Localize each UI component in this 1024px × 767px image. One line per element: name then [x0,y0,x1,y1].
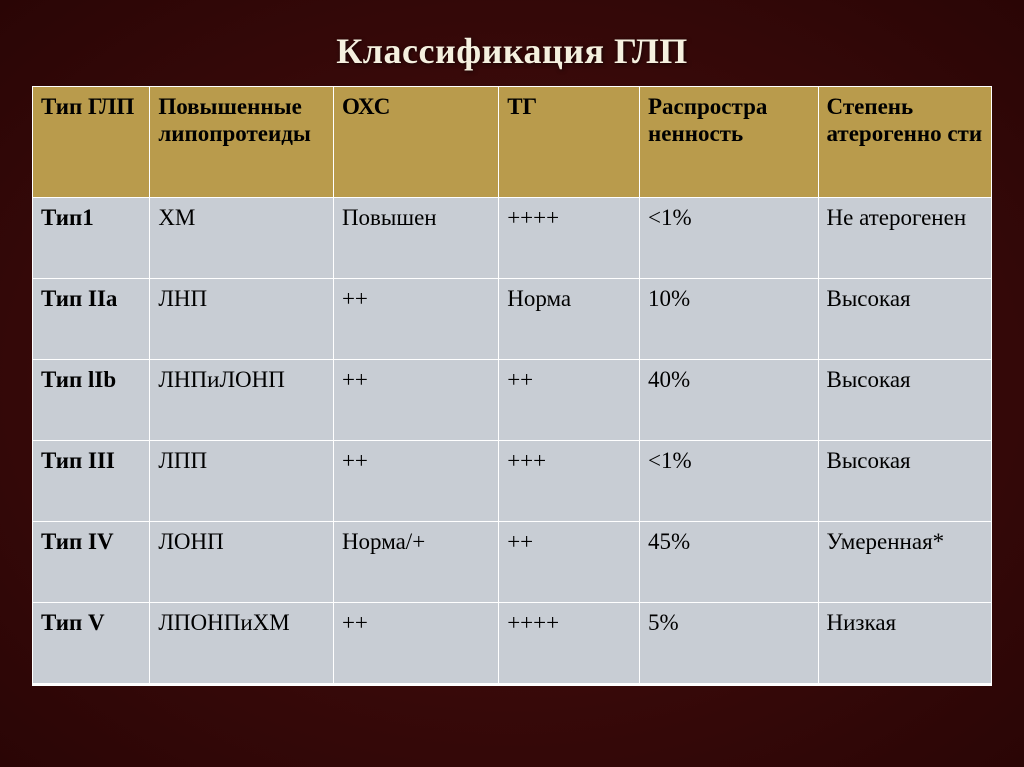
table-header-row: Тип ГЛП Повышенные липопротеиды ОХС ТГ Р… [33,87,992,198]
slide: Классификация ГЛП Тип ГЛП Повышенные лип… [0,0,1024,767]
cell-prev: 40% [639,360,818,441]
cell-ohc: Норма/+ [333,522,498,603]
cell-lipo: ЛОНП [150,522,334,603]
cell-prev: <1% [639,198,818,279]
cell-ohc: ++ [333,603,498,685]
cell-ohc: Повышен [333,198,498,279]
cell-ohc: ++ [333,279,498,360]
col-header-type: Тип ГЛП [33,87,150,198]
cell-tg: ++++ [499,198,640,279]
cell-type: Тип IV [33,522,150,603]
cell-ather: Высокая [818,360,991,441]
cell-prev: 5% [639,603,818,685]
table-row: Тип V ЛПОНПиХМ ++ ++++ 5% Низкая [33,603,992,685]
col-header-ohc: ОХС [333,87,498,198]
cell-tg: +++ [499,441,640,522]
cell-lipo: ХМ [150,198,334,279]
cell-type: Тип IIа [33,279,150,360]
cell-type: Тип1 [33,198,150,279]
table-row: Тип1 ХМ Повышен ++++ <1% Не атерогенен [33,198,992,279]
table-row: Тип lIb ЛНПиЛОНП ++ ++ 40% Высокая [33,360,992,441]
cell-type: Тип III [33,441,150,522]
cell-lipo: ЛПП [150,441,334,522]
cell-ather: Умеренная* [818,522,991,603]
page-title: Классификация ГЛП [32,30,992,72]
cell-tg: ++ [499,522,640,603]
cell-lipo: ЛНПиЛОНП [150,360,334,441]
cell-prev: <1% [639,441,818,522]
table-row: Тип III ЛПП ++ +++ <1% Высокая [33,441,992,522]
table-row: Тип IV ЛОНП Норма/+ ++ 45% Умеренная* [33,522,992,603]
classification-table: Тип ГЛП Повышенные липопротеиды ОХС ТГ Р… [32,86,992,686]
cell-prev: 10% [639,279,818,360]
col-header-tg: ТГ [499,87,640,198]
col-header-lipo: Повышенные липопротеиды [150,87,334,198]
col-header-ather: Степень атерогенно сти [818,87,991,198]
table-row: Тип IIа ЛНП ++ Норма 10% Высокая [33,279,992,360]
cell-lipo: ЛНП [150,279,334,360]
cell-tg: ++++ [499,603,640,685]
col-header-prevalence: Распростра ненность [639,87,818,198]
cell-ather: Низкая [818,603,991,685]
cell-ather: Не атерогенен [818,198,991,279]
cell-tg: ++ [499,360,640,441]
cell-type: Тип V [33,603,150,685]
cell-lipo: ЛПОНПиХМ [150,603,334,685]
cell-ohc: ++ [333,360,498,441]
cell-ohc: ++ [333,441,498,522]
cell-prev: 45% [639,522,818,603]
cell-ather: Высокая [818,441,991,522]
cell-type: Тип lIb [33,360,150,441]
cell-ather: Высокая [818,279,991,360]
cell-tg: Норма [499,279,640,360]
